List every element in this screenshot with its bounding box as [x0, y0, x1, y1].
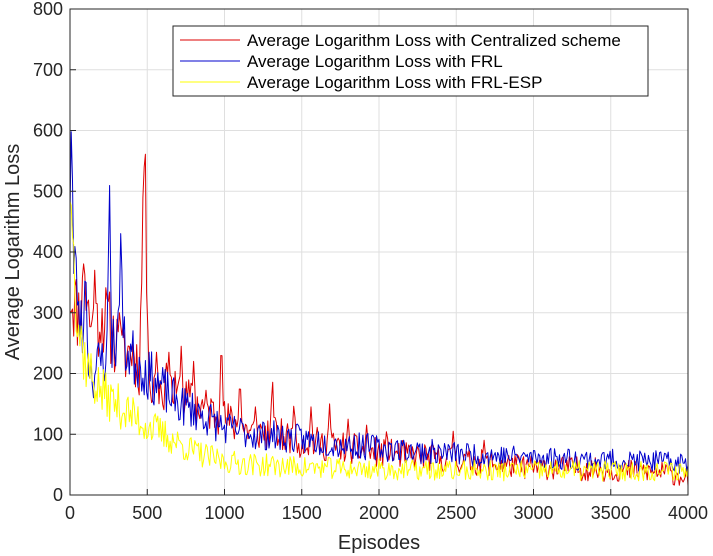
y-axis-ticks: 0 100 200 300 400 500 600 700 800 — [33, 0, 76, 505]
y-axis-title: Average Logarithm Loss — [2, 144, 24, 360]
x-tick-label: 2000 — [359, 503, 399, 523]
legend-label-2: Average Logarithm Loss with FRL — [247, 52, 503, 71]
x-tick-label: 500 — [132, 503, 162, 523]
y-tick-label: 800 — [33, 0, 63, 19]
y-tick-label: 300 — [33, 303, 63, 323]
x-axis-ticks: 0 500 1000 1500 2000 2500 3000 3500 4000 — [65, 489, 708, 523]
x-tick-label: 1500 — [282, 503, 322, 523]
legend-label-1: Average Logarithm Loss with Centralized … — [247, 31, 621, 50]
x-tick-label: 2500 — [436, 503, 476, 523]
x-tick-label: 0 — [65, 503, 75, 523]
legend-box — [172, 25, 649, 97]
y-tick-label: 400 — [33, 242, 63, 262]
x-tick-label: 1000 — [204, 503, 244, 523]
series-layer — [69, 131, 689, 486]
y-tick-label: 600 — [33, 121, 63, 141]
legend-label-3: Average Logarithm Loss with FRL-ESP — [247, 73, 542, 92]
legend: Average Logarithm Loss with Centralized … — [172, 25, 649, 97]
y-tick-label: 200 — [33, 364, 63, 384]
series-line-2 — [69, 131, 689, 474]
y-tick-label: 100 — [33, 424, 63, 444]
y-tick-label: 500 — [33, 181, 63, 201]
x-axis-title: Episodes — [338, 532, 420, 554]
y-tick-label: 0 — [53, 485, 63, 505]
x-tick-label: 3500 — [591, 503, 631, 523]
series-line-3 — [69, 201, 689, 482]
x-tick-label: 3000 — [513, 503, 553, 523]
y-tick-label: 700 — [33, 60, 63, 80]
x-tick-label: 4000 — [668, 503, 708, 523]
